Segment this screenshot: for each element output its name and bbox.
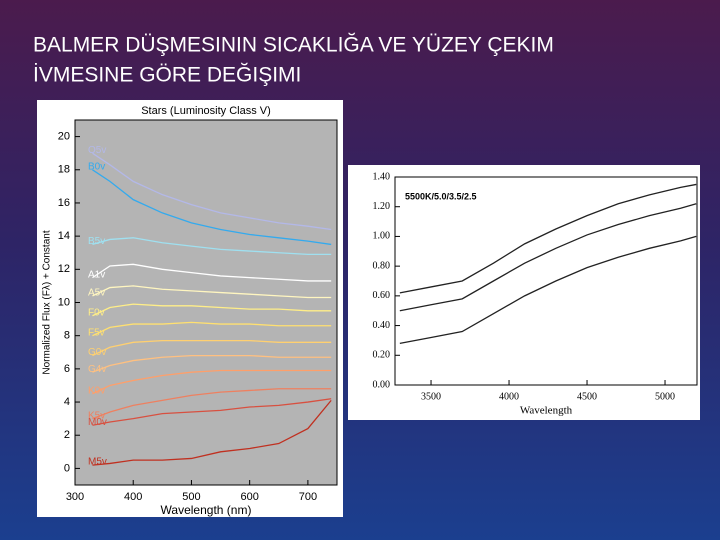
x-tick-label: 400 (124, 491, 142, 503)
left-plot-area (74, 119, 338, 486)
x-tick-label: 500 (182, 491, 200, 503)
spectrum-line (92, 303, 332, 317)
spectrum-line (92, 340, 332, 357)
y-tick-label: 2 (64, 429, 70, 441)
x-tick-label: 700 (299, 491, 317, 503)
series-label: M5v (88, 457, 107, 468)
right-plot-area (394, 176, 698, 386)
series-label: A1v (88, 269, 105, 280)
x-tick-label: 5000 (655, 391, 675, 402)
spectrum-line (92, 354, 332, 373)
y-tick-label: 0.40 (373, 320, 391, 331)
y-tick-label: 18 (58, 164, 70, 176)
series-label: A5v (88, 288, 105, 299)
y-tick-label: 0.20 (373, 350, 391, 361)
y-tick-label: 4 (64, 396, 70, 408)
series-label: G0v (88, 347, 106, 358)
x-tick-label: 600 (240, 491, 258, 503)
y-axis-label: Normalized Flux (Fλ) + Constant (42, 230, 53, 374)
slide-title: İVMESINE GÖRE DEĞIŞIMI (33, 64, 301, 87)
y-tick-label: 0.60 (373, 290, 391, 301)
y-tick-label: 0 (64, 462, 70, 474)
y-tick-label: 10 (58, 296, 70, 308)
spectrum-line (92, 152, 332, 231)
x-tick-label: 4500 (577, 391, 597, 402)
spectrum-line (399, 235, 697, 345)
y-tick-label: 12 (58, 263, 70, 275)
x-axis-label: Wavelength (520, 405, 573, 417)
spectrum-line (92, 398, 332, 426)
spectrum-line (92, 285, 332, 299)
x-tick-label: 4000 (499, 391, 519, 402)
y-tick-label: 1.00 (373, 231, 391, 242)
y-tick-label: 14 (58, 230, 70, 242)
spectrum-line (92, 263, 332, 282)
spectrum-line (92, 169, 332, 246)
series-label: F0v (88, 307, 105, 318)
slide-title: BALMER DÜŞMESININ SICAKLIĞA VE YÜZEY ÇEK… (33, 34, 554, 57)
chart-title: Stars (Luminosity Class V) (141, 105, 271, 117)
spectrum-line (92, 369, 332, 395)
x-tick-label: 300 (66, 491, 84, 503)
spectrum-line (399, 203, 697, 312)
spectrum-line (92, 321, 332, 337)
right-figure (348, 165, 700, 420)
series-label: M0v (88, 417, 107, 428)
y-tick-label: 0.80 (373, 260, 391, 271)
spectrum-line (399, 183, 697, 294)
series-label: G4v (88, 364, 106, 375)
series-label: B0v (88, 161, 105, 172)
y-tick-label: 0.00 (373, 379, 391, 390)
y-tick-label: 20 (58, 130, 70, 142)
y-tick-label: 6 (64, 363, 70, 375)
x-axis-label: Wavelength (nm) (161, 503, 252, 517)
y-tick-label: 1.20 (373, 201, 391, 212)
series-label: O5v (88, 145, 106, 156)
annotation: 5500K/5.0/3.5/2.5 (405, 191, 477, 201)
series-label: K0v (88, 385, 105, 396)
x-tick-label: 3500 (421, 391, 441, 402)
y-tick-label: 1.40 (373, 171, 391, 182)
spectrum-line (92, 399, 332, 466)
spectrum-line (92, 237, 332, 256)
y-tick-label: 16 (58, 197, 70, 209)
series-label: K5v (88, 410, 105, 421)
series-label: B5v (88, 236, 105, 247)
series-label: F5v (88, 327, 105, 338)
y-tick-label: 8 (64, 330, 70, 342)
spectrum-line (92, 388, 332, 420)
